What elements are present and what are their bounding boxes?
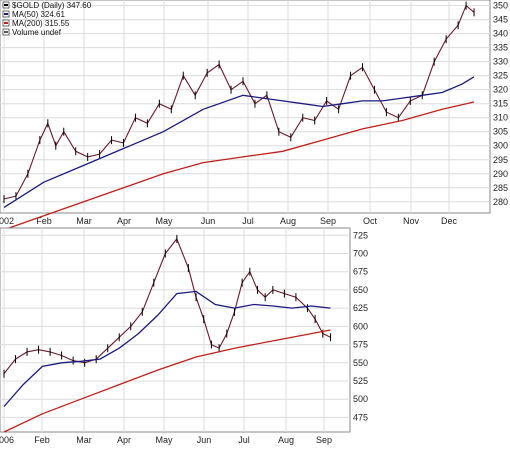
chart-1: 350 345 340 335 330 325 320 315 310 305 300 295 290 2… bbox=[0, 0, 508, 231]
x-tick-label: Oct bbox=[363, 216, 378, 226]
x-tick-label: Mar bbox=[76, 435, 92, 445]
y-tick-label: 475 bbox=[353, 412, 368, 422]
x-tick-label: 2002 bbox=[0, 216, 14, 226]
series-line-ma50 bbox=[3, 76, 475, 208]
x-tick-label: Jun bbox=[197, 435, 212, 445]
y-tick-label: 600 bbox=[353, 321, 368, 331]
y-tick-label: 675 bbox=[353, 267, 368, 277]
y-tick-label: 310 bbox=[493, 113, 508, 123]
y-tick-label: 335 bbox=[493, 43, 508, 53]
y-tick-label: 295 bbox=[493, 155, 508, 165]
x-tick-label: Sep bbox=[320, 216, 336, 226]
x-tick-label: Nov bbox=[403, 216, 420, 226]
y-tick-label: 700 bbox=[353, 249, 368, 259]
y-tick-label: 350 bbox=[493, 1, 508, 11]
x-tick-label: Dec bbox=[441, 216, 458, 226]
y-tick-label: 575 bbox=[353, 340, 368, 350]
y-tick-label: 280 bbox=[493, 197, 508, 207]
y-tick-label: 550 bbox=[353, 358, 368, 368]
y-tick-label: 300 bbox=[493, 141, 508, 151]
y-tick-label: 650 bbox=[353, 285, 368, 295]
x-tick-label: Aug bbox=[278, 435, 294, 445]
legend-entry: Volume undef bbox=[12, 28, 62, 37]
legend-entry: $GOLD (Daily) 347.60 bbox=[12, 1, 92, 10]
x-tick-label: Jul bbox=[238, 435, 250, 445]
plot-frame bbox=[0, 0, 491, 214]
series-line-price bbox=[3, 237, 331, 375]
plot-frame bbox=[0, 227, 351, 433]
x-tick-label: Jul bbox=[242, 216, 254, 226]
series-line-price bbox=[3, 4, 475, 200]
x-tick-label: 2006 bbox=[0, 435, 14, 445]
x-tick-label: Feb bbox=[36, 216, 52, 226]
y-tick-label: 305 bbox=[493, 127, 508, 137]
x-tick-label: Apr bbox=[117, 435, 131, 445]
chart-2: 725 700 675 650 625 600 575 550 525 500 475 2006 Feb… bbox=[0, 227, 368, 445]
y-tick-label: 725 bbox=[353, 230, 368, 240]
x-tick-label: Jun bbox=[201, 216, 216, 226]
x-tick-label: May bbox=[155, 435, 173, 445]
y-tick-label: 325 bbox=[493, 71, 508, 81]
y-tick-label: 285 bbox=[493, 183, 508, 193]
x-tick-label: Sep bbox=[316, 435, 332, 445]
y-tick-label: 330 bbox=[493, 57, 508, 67]
y-tick-label: 525 bbox=[353, 376, 368, 386]
y-tick-label: 500 bbox=[353, 394, 368, 404]
y-tick-label: 320 bbox=[493, 85, 508, 95]
series-line-ma200 bbox=[3, 101, 475, 231]
series-line-ma200 bbox=[3, 329, 331, 433]
x-tick-label: Aug bbox=[280, 216, 296, 226]
y-tick-label: 625 bbox=[353, 303, 368, 313]
y-tick-label: 340 bbox=[493, 29, 508, 39]
legend-entry: MA(200) 315.55 bbox=[12, 19, 70, 28]
y-tick-label: 345 bbox=[493, 15, 508, 25]
x-tick-label: May bbox=[155, 216, 173, 226]
x-tick-label: Apr bbox=[117, 216, 131, 226]
y-tick-label: 290 bbox=[493, 169, 508, 179]
series-line-ma50 bbox=[3, 290, 331, 407]
x-tick-label: Feb bbox=[34, 435, 50, 445]
x-tick-label: Mar bbox=[76, 216, 92, 226]
legend-entry: MA(50) 324.61 bbox=[12, 10, 65, 19]
y-tick-label: 315 bbox=[493, 99, 508, 109]
